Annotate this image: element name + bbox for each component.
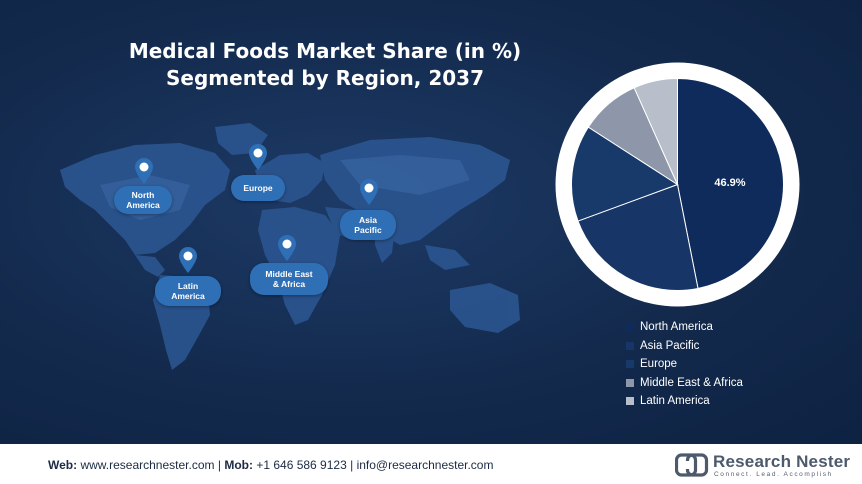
legend-label: North America [640,321,713,334]
map-pin-icon [135,158,153,184]
chart-title-line-2: Segmented by Region, 2037 [166,66,484,90]
logo-tagline: Connect. Lead. Accomplish [714,471,833,478]
email-link[interactable]: info@researchnester.com [356,458,494,472]
legend-swatch [626,397,634,406]
australia-landmass [450,283,520,333]
logo-name: Research Nester [713,452,851,471]
legend-swatch [626,323,634,332]
map-pin-icon [249,144,267,170]
chart-title: Medical Foods Market Share (in %) Segmen… [120,38,530,92]
legend-swatch [626,341,634,350]
pie-slice [571,126,679,222]
legend-item: Latin America [626,392,743,411]
map-label-north-america: North America [114,186,172,214]
legend-swatch [626,360,634,369]
legend-item: Middle East & Africa [626,374,743,393]
separator: | [217,458,221,472]
footer: Web: www.researchnester.com | Mob: +1 64… [0,444,862,484]
map-pin-icon [360,179,378,205]
pie-slice [677,77,784,290]
legend-item: North America [626,318,743,337]
pie-data-label: 46.9% [714,177,745,189]
map-label-latin-america: Latin America [155,276,221,306]
contact-info: Web: www.researchnester.com | Mob: +1 64… [48,458,493,472]
infographic-stage: Medical Foods Market Share (in %) Segmen… [0,0,862,444]
legend-label: Asia Pacific [640,339,700,352]
map-label-asia-pacific: Asia Pacific [340,210,396,240]
legend-item: Asia Pacific [626,337,743,356]
legend-label: Europe [640,358,678,371]
central-america-landmass [135,255,165,277]
logo-mark-icon [675,453,709,477]
map-label-europe: Europe [231,175,285,201]
pie-slice [633,77,678,185]
pie-slice [577,183,699,291]
map-pin-icon [278,235,296,261]
chart-legend: North America Asia Pacific Europe Middle… [626,318,743,411]
pie-chart-svg: 46.9% [555,62,800,307]
research-nester-logo: Research Nester Connect. Lead. Accomplis… [675,452,850,478]
website-link[interactable]: www.researchnester.com [80,458,215,472]
map-pin-icon [179,247,197,273]
legend-swatch [626,378,634,387]
mob-label: Mob: [224,458,253,472]
web-label: Web: [48,458,78,472]
map-label-middle-east-africa: Middle East & Africa [250,263,328,295]
pie-chart: 46.9% [555,62,800,307]
chart-title-line-1: Medical Foods Market Share (in %) [128,39,522,63]
legend-label: Latin America [640,395,710,408]
phone-number: +1 646 586 9123 [256,458,347,472]
legend-label: Middle East & Africa [640,376,743,389]
legend-item: Europe [626,355,743,374]
separator: | [350,458,354,472]
southeast-asia-landmass [425,245,470,270]
